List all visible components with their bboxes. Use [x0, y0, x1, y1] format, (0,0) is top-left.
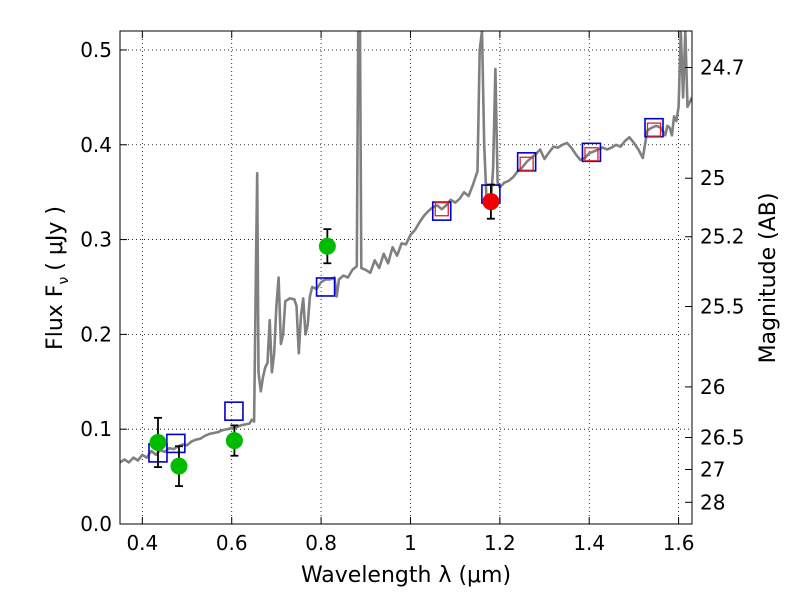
x-tick-label: 1 — [404, 531, 417, 555]
y-axis-label-subscript: ν — [56, 277, 72, 285]
y2-tick-label: 25 — [700, 166, 725, 190]
y-axis-label-main: Flux F — [43, 285, 68, 350]
y-axis-label-group: Flux Fν ( μJy ) — [43, 206, 72, 350]
spectrum-line — [120, 31, 692, 464]
grid — [120, 31, 692, 525]
x-tick-label: 1.4 — [573, 531, 605, 555]
x-tick-label: 1.2 — [484, 531, 516, 555]
x-axis-label: Wavelength λ (μm) — [301, 563, 511, 588]
y-tick-label: 0.1 — [80, 417, 112, 441]
y-tick-label: 0.0 — [80, 512, 112, 536]
axis-ticks: 0.4 0.6 0.8 1 1.2 1.4 1.6 0.0 0.1 0.2 0.3 0.4 0.5 24.… — [80, 31, 745, 555]
observed-point — [225, 432, 243, 450]
y-axis-label-unit: ( μJy ) — [43, 206, 68, 271]
observed-point — [482, 193, 500, 211]
x-tick-label: 1.6 — [663, 531, 695, 555]
y2-tick-label: 27 — [700, 457, 725, 481]
nir-observed-square — [584, 147, 599, 162]
x-tick-label: 0.8 — [305, 531, 337, 555]
y2-axis-label: Magnitude (AB) — [756, 193, 781, 364]
y2-tick-label: 28 — [700, 490, 725, 514]
x-tick-label: 0.6 — [216, 531, 248, 555]
observed-point — [170, 457, 188, 475]
y2-tick-label: 25.5 — [700, 295, 745, 319]
y2-tick-label: 26.5 — [700, 426, 745, 450]
y-tick-label: 0.4 — [80, 133, 112, 157]
plot-frame — [119, 30, 693, 525]
y2-tick-label: 24.7 — [700, 56, 745, 80]
observed-point — [318, 237, 336, 255]
y-axis-label: Flux Fν ( μJy ) — [43, 206, 72, 350]
model-photometry-square — [166, 433, 186, 454]
observed-point — [149, 433, 167, 451]
x-tick-label: 0.4 — [126, 531, 158, 555]
model-photometry-square — [224, 401, 244, 421]
y-tick-label: 0.5 — [80, 38, 112, 62]
y2-tick-label: 25.2 — [700, 225, 745, 249]
model-photometry-square — [315, 277, 336, 297]
spectrum-series — [120, 31, 692, 464]
y-tick-label: 0.2 — [80, 322, 112, 346]
y-tick-label: 0.3 — [80, 228, 112, 252]
nir-observed-square — [519, 156, 534, 171]
y2-tick-label: 26 — [700, 375, 725, 399]
nir-observed-square — [434, 202, 449, 217]
photometry-markers — [148, 117, 664, 487]
nir-observed-square — [646, 122, 662, 137]
